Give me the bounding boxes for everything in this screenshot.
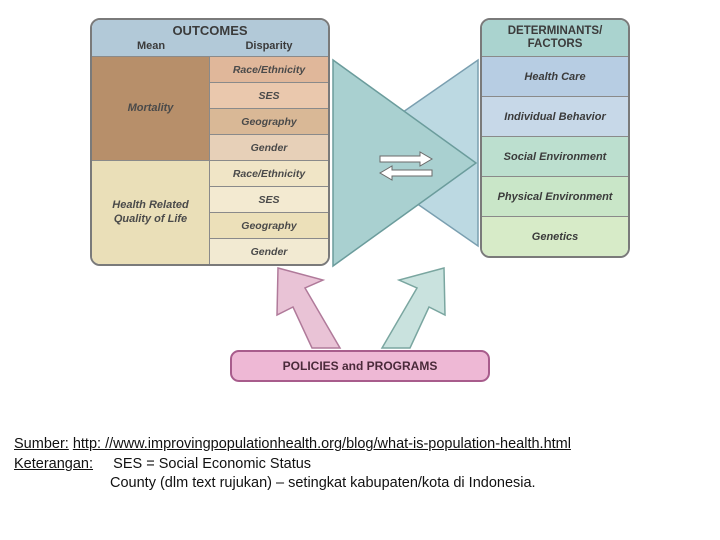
outcomes-subhead-disparity: Disparity <box>210 38 328 56</box>
arrow-policies-to-outcomes <box>277 268 340 348</box>
determinant-row: Social Environment <box>482 136 628 176</box>
diagram-canvas: OUTCOMES Mean Disparity Mortality Health… <box>80 18 640 388</box>
disparity-cell: SES <box>210 82 328 108</box>
outcomes-hrqol-cell: Health Related Quality of Life <box>92 160 210 264</box>
outcomes-box: OUTCOMES Mean Disparity Mortality Health… <box>90 18 330 266</box>
disparity-cell: Geography <box>210 212 328 238</box>
outcomes-left-col: Mortality Health Related Quality of Life <box>92 56 210 264</box>
outcomes-header: OUTCOMES Mean Disparity <box>92 20 328 56</box>
arrow-thin-pair <box>380 152 432 180</box>
arrow-policies-to-outcomes-stroke <box>277 268 340 348</box>
outcomes-title: OUTCOMES <box>92 20 328 38</box>
note-text-2: County (dlm text rujukan) – setingkat ka… <box>110 475 536 491</box>
arrow-large-right <box>333 60 476 266</box>
caption-source-line: Sumber: http: //www.improvingpopulationh… <box>14 435 706 455</box>
caption-note-line2: County (dlm text rujukan) – setingkat ka… <box>14 474 706 494</box>
disparity-cell: Gender <box>210 238 328 264</box>
arrow-policies-to-determinants <box>382 268 445 348</box>
arrow-large-left-stroke <box>344 60 478 246</box>
arrow-det-to-out <box>340 60 478 246</box>
arrow-large-right-stroke <box>333 60 476 266</box>
determinant-row: Individual Behavior <box>482 96 628 136</box>
outcomes-subhead-row: Mean Disparity <box>92 38 328 56</box>
determinant-row: Physical Environment <box>482 176 628 216</box>
determinants-box: DETERMINANTS/ FACTORS Health Care Indivi… <box>480 18 630 258</box>
outcomes-body: Mortality Health Related Quality of Life… <box>92 56 328 264</box>
outcomes-subhead-mean: Mean <box>92 38 210 56</box>
determinant-row: Health Care <box>482 56 628 96</box>
caption-block: Sumber: http: //www.improvingpopulationh… <box>14 435 706 494</box>
source-label: Sumber: <box>14 436 69 452</box>
source-link[interactable]: http: //www.improvingpopulationhealth.or… <box>73 436 571 452</box>
disparity-cell: Race/Ethnicity <box>210 56 328 82</box>
note-text-1: SES = Social Economic Status <box>113 456 311 472</box>
arrow-policies-to-determinants-stroke <box>382 268 445 348</box>
determinant-row: Genetics <box>482 216 628 256</box>
caption-note-line1: Keterangan: SES = Social Economic Status <box>14 455 706 475</box>
outcomes-mortality-cell: Mortality <box>92 56 210 160</box>
determinants-title: DETERMINANTS/ FACTORS <box>482 20 628 56</box>
outcomes-right-col: Race/Ethnicity SES Geography Gender Race… <box>210 56 328 264</box>
note-label: Keterangan: <box>14 456 93 472</box>
policies-box: POLICIES and PROGRAMS <box>230 350 490 382</box>
arrow-determinants-to-outcomes <box>338 58 478 248</box>
disparity-cell: Gender <box>210 134 328 160</box>
arrow-large-left <box>344 60 478 246</box>
disparity-cell: Race/Ethnicity <box>210 160 328 186</box>
disparity-cell: SES <box>210 186 328 212</box>
disparity-cell: Geography <box>210 108 328 134</box>
